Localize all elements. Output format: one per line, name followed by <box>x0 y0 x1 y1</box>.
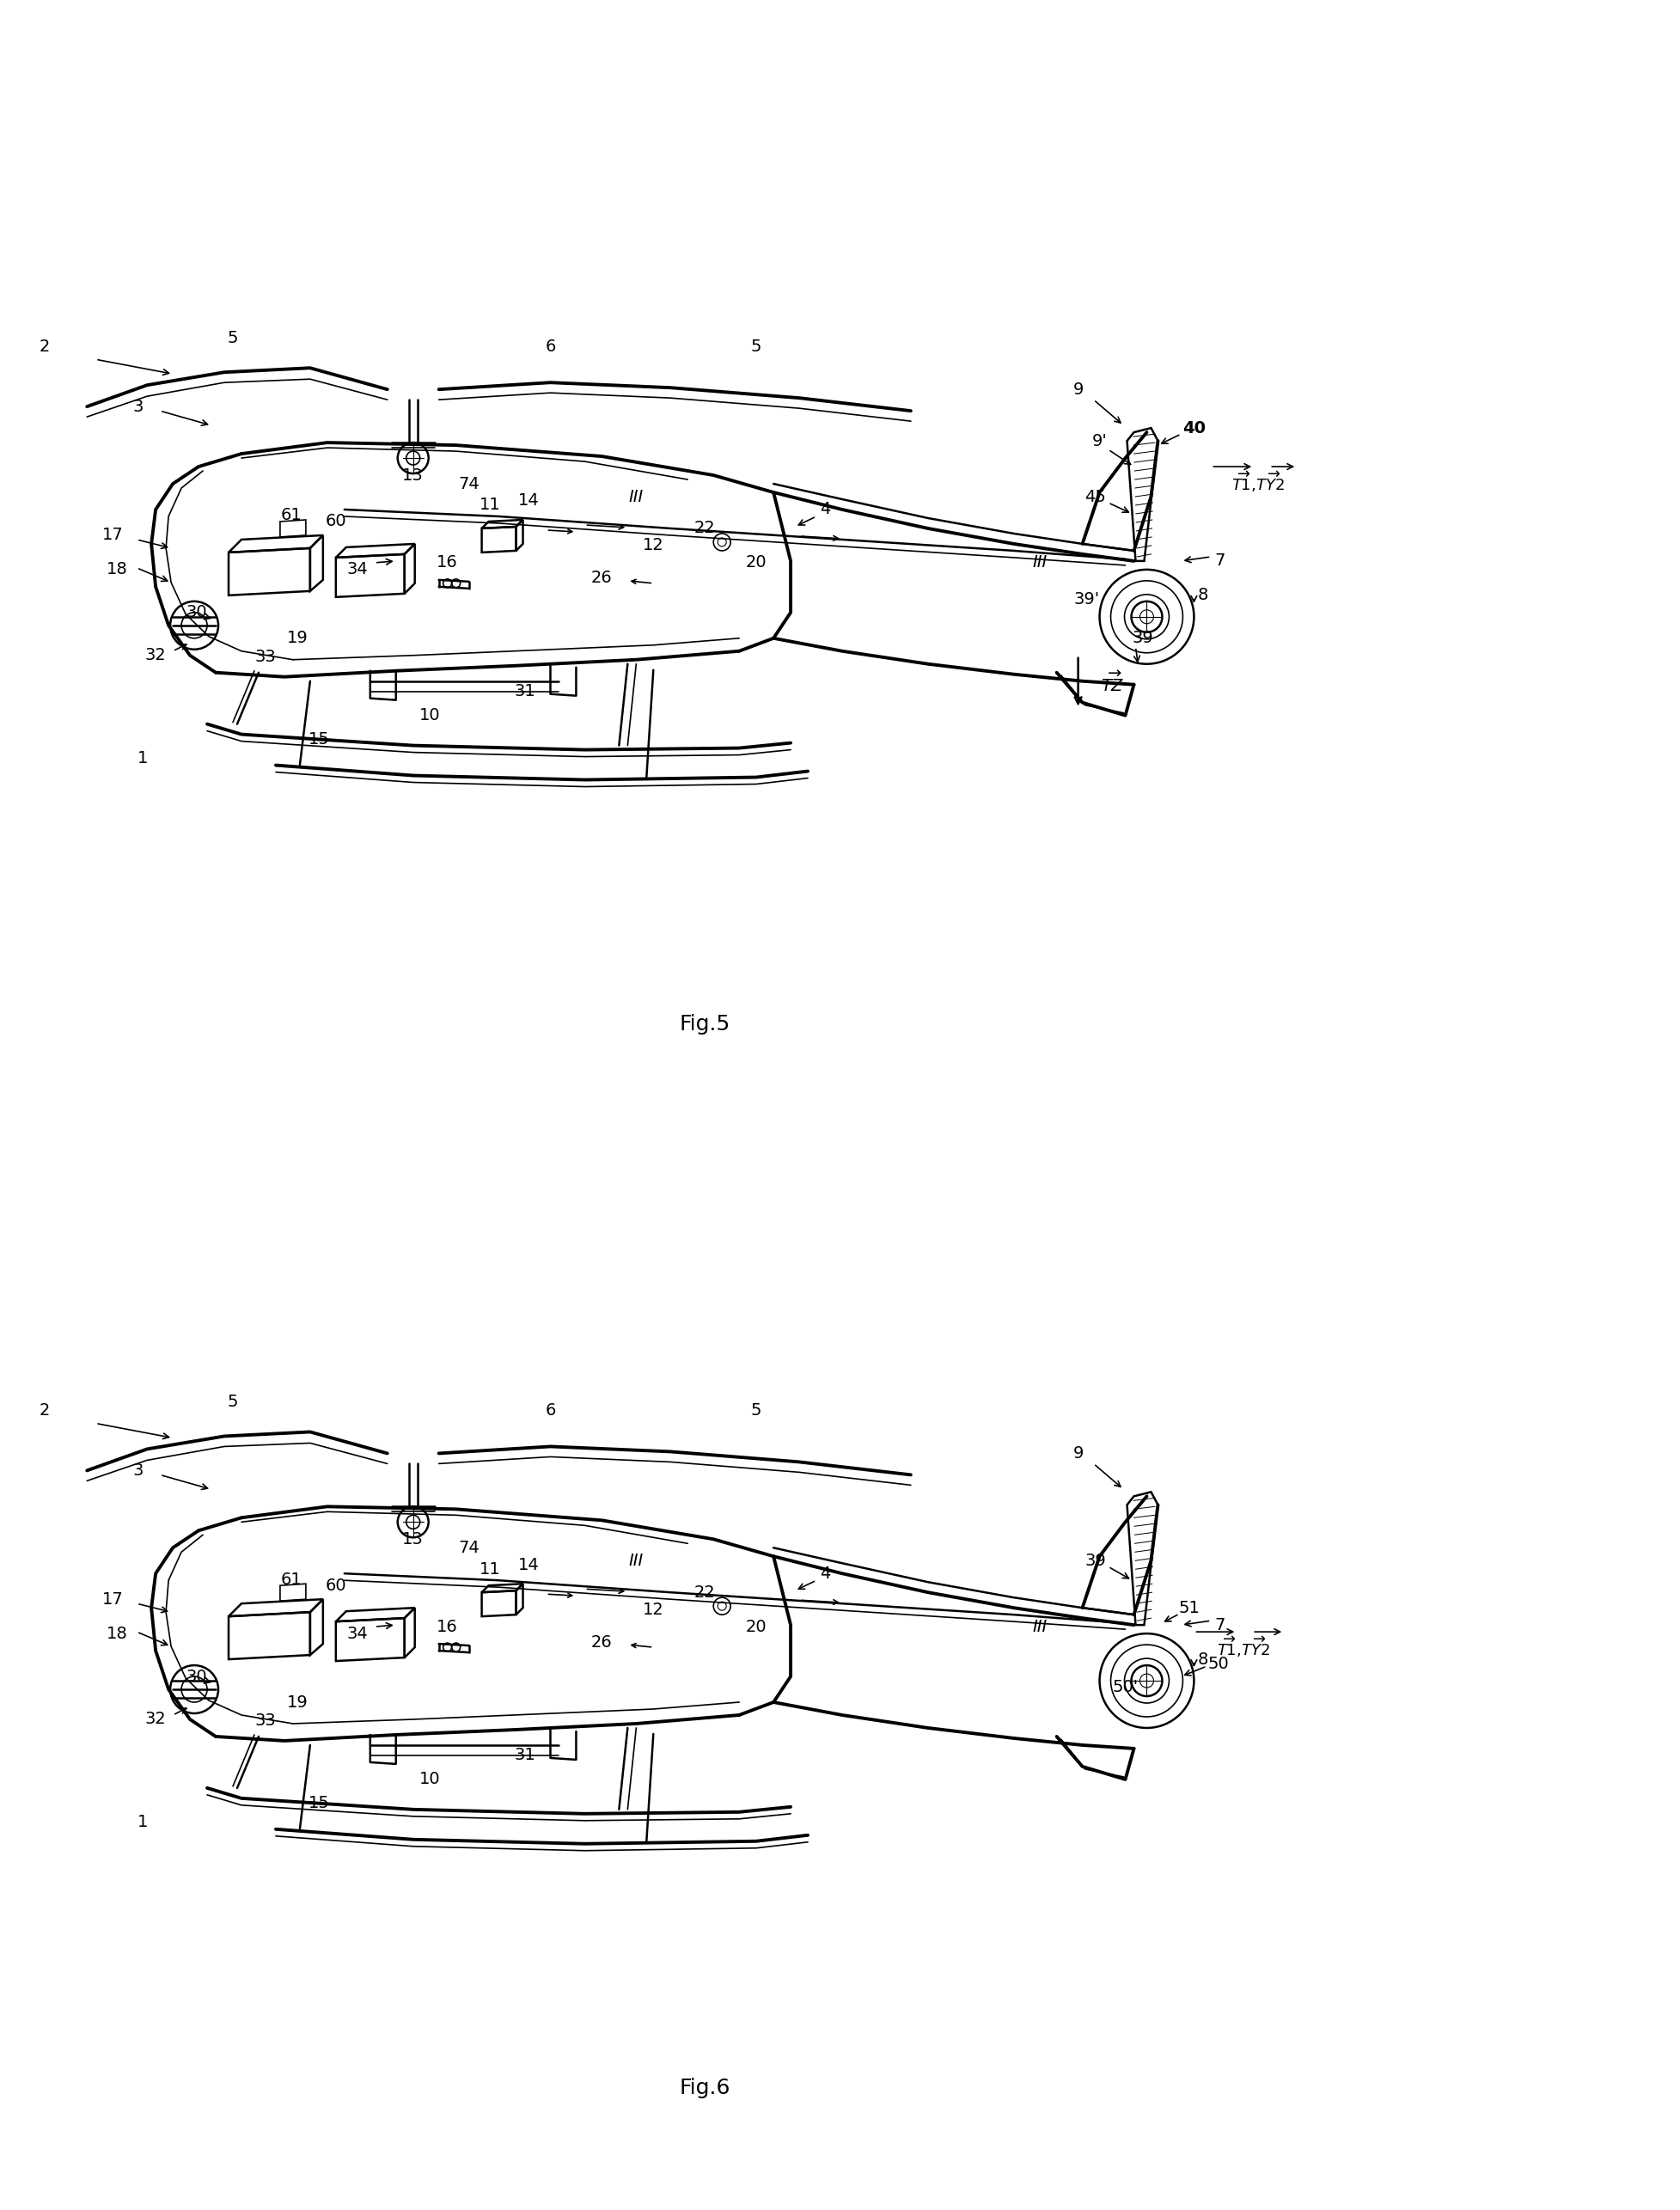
Text: 18: 18 <box>106 561 128 577</box>
Text: 5: 5 <box>227 1395 239 1410</box>
Text: 1: 1 <box>138 749 148 767</box>
Text: 5: 5 <box>751 1403 761 1419</box>
Text: $\overrightarrow{T1}$,$\overrightarrow{TY2}$: $\overrightarrow{T1}$,$\overrightarrow{T… <box>1216 1633 1270 1660</box>
Text: 20: 20 <box>746 1618 766 1635</box>
Text: 74: 74 <box>459 1540 479 1556</box>
Text: 30: 30 <box>186 1669 207 1684</box>
Text: Fig.5: Fig.5 <box>679 1014 729 1034</box>
Text: 16: 16 <box>437 1618 459 1635</box>
Text: 5: 5 <box>227 329 239 347</box>
Text: $\overrightarrow{T1}$,$\overrightarrow{TY2}$: $\overrightarrow{T1}$,$\overrightarrow{T… <box>1231 469 1284 493</box>
Text: III: III <box>628 1551 643 1569</box>
Text: Fig.6: Fig.6 <box>679 2077 731 2099</box>
Text: 17: 17 <box>102 1591 123 1607</box>
Text: 10: 10 <box>420 1770 440 1788</box>
Text: 60: 60 <box>326 513 346 530</box>
Text: 5: 5 <box>751 338 761 354</box>
Text: 3: 3 <box>133 398 144 415</box>
Text: 13: 13 <box>402 466 423 484</box>
Text: 19: 19 <box>287 630 307 645</box>
Text: III: III <box>1032 555 1047 570</box>
Text: 2: 2 <box>39 1403 49 1419</box>
Text: 4: 4 <box>820 1565 830 1582</box>
Text: 22: 22 <box>694 519 716 537</box>
Text: 39: 39 <box>1084 1551 1105 1569</box>
Text: 31: 31 <box>514 1748 534 1764</box>
Text: 40: 40 <box>1181 420 1205 435</box>
Text: 8: 8 <box>1196 588 1208 603</box>
Text: 18: 18 <box>106 1624 128 1642</box>
Text: 8: 8 <box>1196 1651 1208 1669</box>
Text: 60: 60 <box>326 1578 346 1593</box>
Text: 3: 3 <box>133 1463 144 1478</box>
Text: 15: 15 <box>307 732 329 747</box>
Text: 22: 22 <box>694 1585 716 1600</box>
Text: 14: 14 <box>517 1556 539 1574</box>
Text: 31: 31 <box>514 683 534 701</box>
Text: 61: 61 <box>281 508 302 524</box>
Text: 32: 32 <box>144 648 166 663</box>
Text: 7: 7 <box>1213 552 1225 570</box>
Text: 19: 19 <box>287 1695 307 1711</box>
Text: 11: 11 <box>479 1560 501 1578</box>
Text: 34: 34 <box>346 561 368 577</box>
Text: 15: 15 <box>307 1795 329 1812</box>
Text: 51: 51 <box>1178 1600 1200 1616</box>
Text: 7: 7 <box>1213 1618 1225 1633</box>
Text: 39: 39 <box>1131 630 1152 645</box>
Text: 10: 10 <box>420 707 440 723</box>
Text: 12: 12 <box>642 1602 664 1618</box>
Text: 13: 13 <box>402 1532 423 1547</box>
Text: 26: 26 <box>591 1633 612 1651</box>
Text: 30: 30 <box>186 603 207 621</box>
Text: 74: 74 <box>459 475 479 493</box>
Text: 9: 9 <box>1072 382 1084 398</box>
Text: 34: 34 <box>346 1624 368 1642</box>
Text: 6: 6 <box>544 1403 556 1419</box>
Text: 12: 12 <box>642 537 664 555</box>
Text: 6: 6 <box>544 338 556 354</box>
Text: 20: 20 <box>746 555 766 570</box>
Text: 9: 9 <box>1072 1445 1084 1461</box>
Text: 50': 50' <box>1112 1680 1137 1695</box>
Text: $\overrightarrow{TZ}$: $\overrightarrow{TZ}$ <box>1100 670 1124 696</box>
Text: 2: 2 <box>39 338 49 354</box>
Text: 4: 4 <box>820 502 830 517</box>
Text: 26: 26 <box>591 570 612 586</box>
Text: 50: 50 <box>1206 1655 1228 1671</box>
Text: 1: 1 <box>138 1814 148 1830</box>
Text: 17: 17 <box>102 528 123 544</box>
Text: 14: 14 <box>517 493 539 508</box>
Text: 16: 16 <box>437 555 459 570</box>
Text: 33: 33 <box>255 1713 276 1728</box>
Text: 39': 39' <box>1074 592 1099 608</box>
Text: III: III <box>1032 1618 1047 1635</box>
Text: 61: 61 <box>281 1571 302 1587</box>
Text: 33: 33 <box>255 650 276 665</box>
Text: 9': 9' <box>1092 433 1107 449</box>
Text: 32: 32 <box>144 1711 166 1728</box>
Text: 45: 45 <box>1084 488 1105 504</box>
Text: 11: 11 <box>479 497 501 513</box>
Text: III: III <box>628 488 643 504</box>
